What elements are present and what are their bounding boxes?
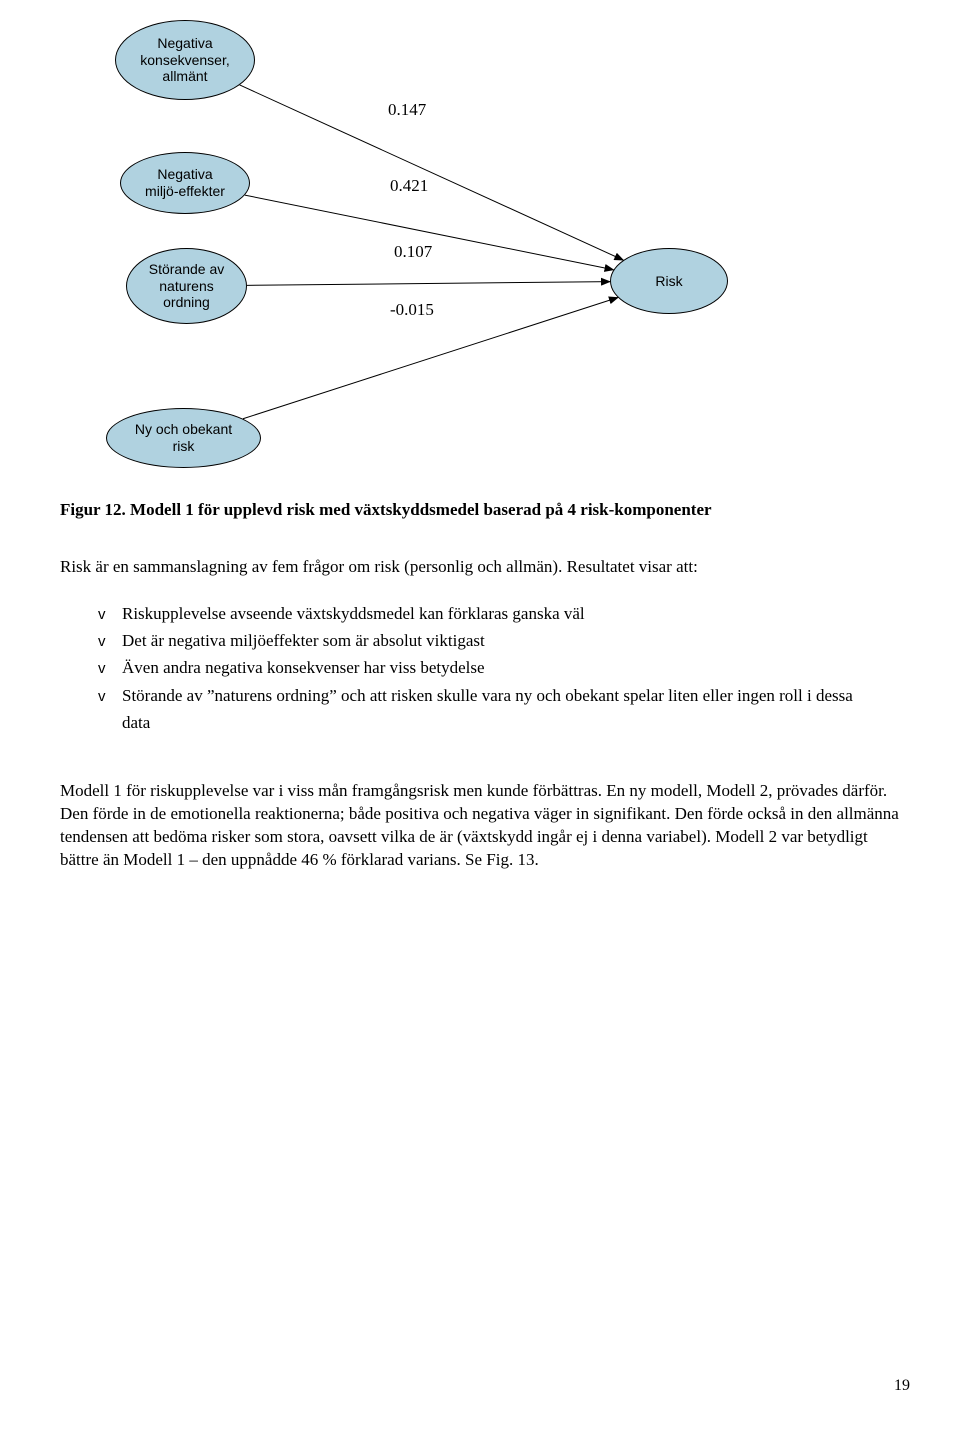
diagram-edge <box>240 85 624 260</box>
edge-label: 0.147 <box>388 100 426 120</box>
risk-diagram: Negativakonsekvenser,allmänt Negativamilj… <box>0 0 960 520</box>
figure-caption: Figur 12. Modell 1 för upplevd risk med … <box>60 500 712 520</box>
edge-label: 0.421 <box>390 176 428 196</box>
diagram-edge <box>247 282 610 286</box>
diagram-node-n1: Negativakonsekvenser,allmänt <box>115 20 255 100</box>
bullet-item: Störande av ”naturens ordning” och att r… <box>82 682 880 736</box>
diagram-node-n2: Negativamiljö-effekter <box>120 152 250 214</box>
bullet-item: Riskupplevelse avseende växtskyddsmedel … <box>82 600 880 627</box>
bullet-list: Riskupplevelse avseende växtskyddsmedel … <box>60 600 880 736</box>
edge-label: -0.015 <box>390 300 434 320</box>
paragraph-intro: Risk är en sammanslagning av fem frågor … <box>60 556 910 579</box>
edge-label: 0.107 <box>394 242 432 262</box>
diagram-node-n4: Ny och obekantrisk <box>106 408 261 468</box>
bullet-item: Det är negativa miljöeffekter som är abs… <box>82 627 880 654</box>
diagram-node-n3: Störande avnaturensordning <box>126 248 247 324</box>
bullet-item: Även andra negativa konsekvenser har vis… <box>82 654 880 681</box>
page-number: 19 <box>894 1377 910 1395</box>
paragraph-body: Modell 1 för riskupplevelse var i viss m… <box>60 780 910 872</box>
page: Negativakonsekvenser,allmänt Negativamilj… <box>0 0 960 1435</box>
diagram-node-n5: Risk <box>610 248 728 314</box>
